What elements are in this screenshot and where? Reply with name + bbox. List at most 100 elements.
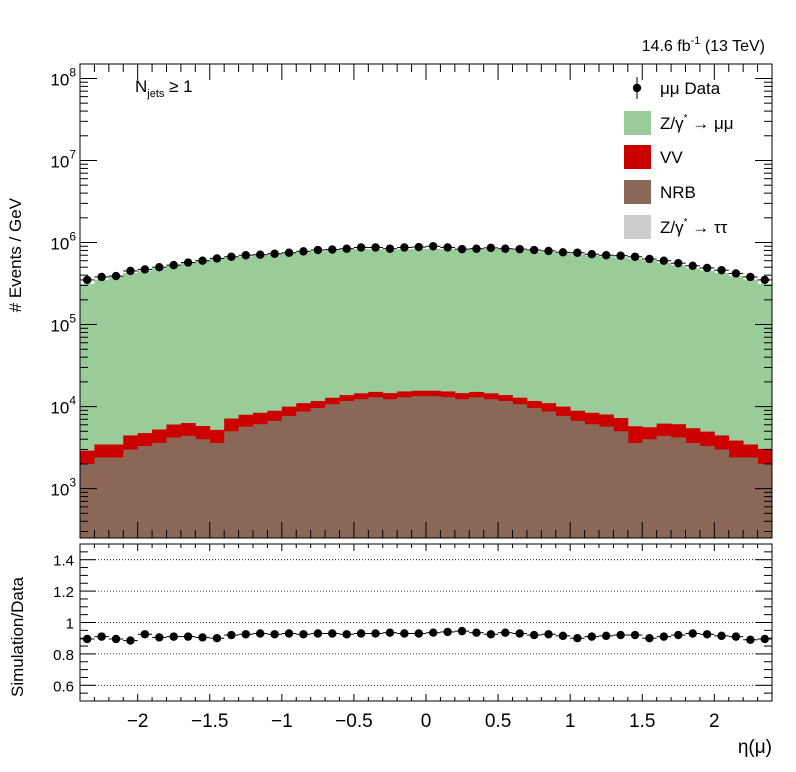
stack-bar-nrb [671,437,686,538]
legend-label: μμ Data [660,79,721,98]
stack-bar-nrb [555,415,571,538]
ratio-point [472,628,481,637]
data-point [429,242,438,251]
data-point [385,244,395,253]
data-point [371,243,380,252]
ratio-point [241,630,250,639]
ratio-point [429,628,438,637]
stack-bar-nrb [209,442,225,538]
data-point [270,249,279,258]
stack-bar-nrb [108,457,124,538]
ratio-y-tick-label: 1.4 [53,553,74,570]
luminosity-exponent: -1 [691,35,701,47]
legend: μμ Data Z/γ* → μμ VV NRB Z/γ* → ττ [624,77,734,239]
data-point [313,245,323,255]
data-point [198,256,207,265]
data-point [111,271,121,281]
luminosity-value: 14.6 fb [642,38,691,55]
ratio-point [702,630,712,639]
stack-bar-nrb [642,439,658,538]
stack-bar-nrb [526,408,542,538]
ratio-point [688,629,697,638]
legend-label: VV [660,148,683,167]
data-point [602,251,611,260]
legend-label: Z/γ* → μμ [660,113,734,133]
data-point [342,244,351,253]
x-tick-label: 1 [565,711,576,732]
stack-bar-nrb [411,396,427,538]
ratio-point [731,632,741,641]
ratio-point [126,636,135,645]
data-point [760,275,769,285]
ratio-point [328,629,337,638]
x-tick-label: −1 [271,711,293,732]
data-point [645,254,654,264]
stack-bar-nrb [166,437,182,538]
stack-bar-nrb [454,399,470,538]
ratio-point [227,630,236,640]
ratio-y-tick-label: 0.8 [53,647,74,664]
data-point [515,244,524,254]
data-point [746,272,755,282]
stack-bar-nrb [627,442,643,538]
ratio-point [371,629,380,638]
stack-bar-nrb [512,404,528,538]
stack-bar-nrb [94,457,110,538]
stack-bar-nrb [281,415,297,538]
data-point [400,243,409,252]
stack-bar-nrb [613,431,629,538]
ratio-point [97,632,106,641]
ratio-point [284,629,294,638]
x-tick-label: 1.5 [629,711,655,732]
ratio-point [457,626,467,636]
data-point [328,245,337,254]
stack-bar-nrb [325,404,340,538]
stack-bar-nrb [483,399,499,538]
ratio-point [529,630,539,640]
data-point [284,248,294,257]
ratio-point [630,630,640,640]
ratio-point [342,630,351,639]
ratio-point [183,632,193,641]
ratio-point [717,631,726,641]
x-axis-label: η(μ) [738,737,772,758]
y-tick-label: 104 [50,394,76,418]
data-point [616,251,625,260]
legend-marker-point [632,83,642,93]
stack-bar-nrb [699,446,715,538]
stack-bar-nrb [382,399,398,538]
data-point [544,246,553,256]
ratio-point [659,632,669,641]
ratio-point [212,634,222,643]
ratio-point [256,629,265,638]
ratio-point [414,629,423,638]
ratio-point [313,629,323,638]
jet-multiplicity-subscript: jets [146,88,165,100]
ratio-point [760,634,769,644]
ratio-point [587,632,596,641]
ratio-y-tick-label: 1.2 [53,584,74,601]
ratio-point [198,633,207,642]
data-point [688,261,697,271]
stack-bar-nrb [339,400,355,538]
stack-bar-nrb [498,400,513,538]
stack-bar-nrb [296,411,312,538]
stack-bar-nrb [152,442,167,538]
stack-bar-nrb [267,420,283,538]
data-point [443,243,452,252]
data-point [457,244,467,254]
stack-bar-nrb [310,408,326,538]
top-panel: 103 104 105 106 107 108 # Events / GeV Njets … [6,63,773,539]
data-point [501,244,510,253]
ratio-point [558,631,568,641]
data-point [212,254,222,263]
stack-bar-nrb [137,446,153,538]
ratio-point [299,630,308,639]
data-point [299,247,308,256]
stack-bar-nrb [570,420,585,538]
ratio-point [356,629,366,638]
data-point [169,260,178,270]
ratio-point [443,627,452,637]
data-point [126,266,135,276]
ratio-point [501,628,510,637]
